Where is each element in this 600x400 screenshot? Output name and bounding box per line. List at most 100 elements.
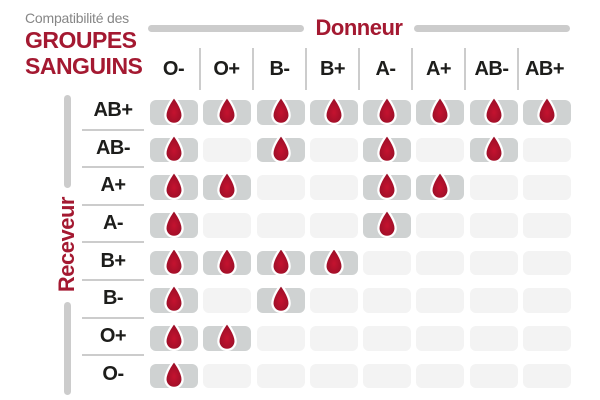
cell-receiver-B+-donor-B-	[256, 246, 305, 276]
cell-receiver-A--donor-AB+	[523, 213, 572, 238]
cell-receiver-AB+-donor-AB+	[523, 95, 572, 126]
receiver-row-label-ab-neg: AB-	[82, 131, 144, 169]
blood-drop-icon	[164, 283, 184, 314]
cell-receiver-B--donor-A+	[416, 288, 465, 313]
blood-drop-icon	[217, 95, 238, 126]
donor-decor-bar-right	[414, 24, 571, 32]
cell-receiver-B+-donor-B+	[309, 246, 358, 276]
cell-receiver-B+-donor-AB-	[469, 250, 518, 276]
blood-drop-icon	[164, 359, 184, 389]
blood-drop-icon	[164, 208, 184, 239]
cell-receiver-O+-donor-O-	[150, 321, 198, 352]
cell-receiver-AB--donor-O-	[150, 133, 198, 163]
cell-receiver-O--donor-AB-	[469, 363, 518, 389]
cell-receiver-AB--donor-AB-	[469, 133, 518, 163]
donor-col-header-b-neg: B-	[252, 48, 305, 90]
cell-receiver-O--donor-A-	[363, 363, 412, 389]
cell-receiver-O--donor-AB+	[523, 363, 572, 389]
receiver-row-label-a-neg: A-	[82, 206, 144, 244]
donor-col-header-ab-pos: AB+	[517, 48, 570, 90]
cell-receiver-O--donor-O+	[203, 363, 252, 389]
receiver-row-label-b-neg: B-	[82, 281, 144, 319]
donor-col-header-ab-neg: AB-	[464, 48, 517, 90]
blood-drop-icon	[377, 170, 397, 201]
receiver-row-label-b-pos: B+	[82, 243, 144, 281]
chart-title-line2: SANGUINS	[25, 53, 143, 79]
cell-receiver-B+-donor-O+	[203, 246, 252, 276]
cell-receiver-AB+-donor-B-	[256, 95, 305, 126]
cell-receiver-O+-donor-O+	[203, 321, 252, 352]
cell-receiver-B--donor-AB+	[523, 288, 572, 313]
cell-receiver-AB+-donor-A+	[416, 95, 465, 126]
cell-receiver-A+-donor-O-	[150, 170, 198, 201]
donor-column-headers: O- O+ B- B+ A- A+ AB- AB+	[148, 48, 570, 90]
cell-receiver-A--donor-A-	[363, 208, 412, 239]
receiver-row-label-ab-pos: AB+	[82, 93, 144, 131]
receiver-row-labels: AB+ AB- A+ A- B+ B- O+ O-	[82, 93, 144, 394]
cell-receiver-O+-donor-B+	[309, 326, 358, 351]
blood-drop-icon	[217, 321, 238, 352]
blood-drop-icon	[164, 321, 184, 352]
cell-receiver-O--donor-O-	[150, 359, 198, 389]
donor-col-header-o-neg: O-	[162, 57, 185, 80]
cell-receiver-A+-donor-B-	[256, 175, 305, 200]
cell-receiver-AB+-donor-B+	[309, 95, 358, 126]
donor-decor-bar-left	[148, 24, 304, 32]
chart-title-line1: GROUPES	[25, 27, 137, 53]
blood-drop-icon	[164, 133, 184, 163]
receiver-decor-bar-top	[63, 95, 71, 189]
cell-receiver-O--donor-B+	[309, 363, 358, 389]
donor-col-header-b-pos: B+	[305, 48, 358, 90]
cell-receiver-AB+-donor-AB-	[469, 95, 518, 126]
receiver-decor-bar-bottom	[63, 301, 71, 396]
blood-drop-icon	[217, 170, 238, 201]
receiver-axis-label: Receveur	[54, 197, 79, 293]
blood-drop-icon	[430, 170, 451, 201]
cell-receiver-A--donor-B-	[256, 213, 305, 238]
receiver-row-label-o-neg: O-	[102, 363, 124, 386]
blood-drop-icon	[270, 133, 291, 163]
cell-receiver-B+-donor-AB+	[523, 250, 572, 276]
blood-drop-icon	[430, 95, 451, 126]
blood-drop-icon	[270, 246, 291, 276]
blood-drop-icon	[217, 246, 238, 276]
cell-receiver-O+-donor-A+	[416, 326, 465, 351]
blood-drop-icon	[324, 95, 344, 126]
cell-receiver-A+-donor-A-	[363, 170, 412, 201]
cell-receiver-A+-donor-O+	[203, 170, 252, 201]
blood-drop-icon	[484, 95, 504, 126]
chart-title-kicker: Compatibilité des	[25, 10, 129, 26]
blood-drop-icon	[164, 95, 184, 126]
blood-drop-icon	[270, 283, 291, 314]
cell-receiver-AB--donor-B+	[309, 137, 358, 163]
cell-receiver-B--donor-A-	[363, 288, 412, 313]
chart-title-block: Compatibilité des GROUPES SANGUINS	[25, 10, 143, 79]
cell-receiver-AB+-donor-A-	[363, 95, 412, 126]
blood-drop-icon	[377, 133, 397, 163]
cell-receiver-AB--donor-O+	[203, 137, 252, 163]
cell-receiver-AB--donor-AB+	[523, 137, 572, 163]
blood-drop-icon	[537, 95, 557, 126]
blood-drop-icon	[270, 95, 291, 126]
donor-axis-header: Donneur	[148, 14, 571, 42]
blood-drop-icon	[164, 170, 184, 201]
blood-drop-icon	[484, 133, 504, 163]
cell-receiver-A+-donor-AB+	[523, 175, 572, 200]
cell-receiver-A--donor-A+	[416, 213, 465, 238]
receiver-row-label-a-pos: A+	[82, 168, 144, 206]
cell-receiver-B--donor-B-	[256, 283, 305, 314]
blood-drop-icon	[377, 208, 397, 239]
donor-col-header-a-pos: A+	[411, 48, 464, 90]
receiver-row-label-o-pos: O+	[82, 319, 144, 357]
cell-receiver-A--donor-O+	[203, 213, 252, 238]
compatibility-grid	[150, 95, 572, 389]
cell-receiver-O+-donor-AB-	[469, 326, 518, 351]
cell-receiver-A--donor-B+	[309, 213, 358, 238]
cell-receiver-O+-donor-AB+	[523, 326, 572, 351]
cell-receiver-A--donor-AB-	[469, 213, 518, 238]
cell-receiver-O+-donor-A-	[363, 326, 412, 351]
donor-axis-label: Donneur	[315, 15, 403, 40]
donor-col-header-o-pos: O+	[199, 48, 252, 90]
cell-receiver-AB+-donor-O-	[150, 95, 198, 126]
